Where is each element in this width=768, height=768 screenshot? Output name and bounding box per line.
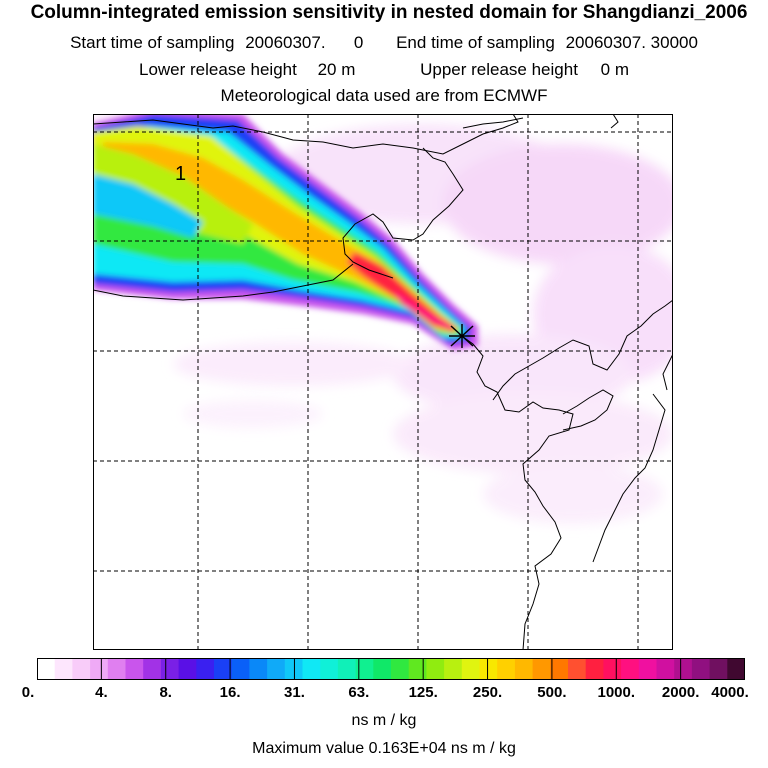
end-time-label: End time of sampling <box>396 33 555 52</box>
color-scale-bar <box>37 658 745 680</box>
lat-lon-grid <box>93 114 673 650</box>
color-scale-cell <box>160 658 180 680</box>
color-scale-cell <box>143 658 162 680</box>
color-scale-cell <box>426 658 445 680</box>
color-scale-cells <box>37 658 745 680</box>
color-scale-tick-label: 4000. <box>711 684 749 701</box>
color-scale-cell <box>214 658 233 680</box>
color-scale-ticks <box>100 658 682 680</box>
receptor-marker-icon <box>449 324 475 348</box>
color-scale-tick-label: 2000. <box>661 684 700 701</box>
color-scale-cell <box>408 658 427 680</box>
units-label: ns m / kg <box>351 712 417 729</box>
color-scale-cell <box>196 658 215 680</box>
emission-plume <box>93 114 478 350</box>
color-scale-cell <box>373 658 392 680</box>
color-scale-cell <box>532 658 551 680</box>
color-scale-cell <box>461 658 480 680</box>
release-height-line: Lower release height 20 m Upper release … <box>0 60 768 80</box>
color-scale-cell <box>621 658 640 680</box>
contour-label: 1 <box>175 163 186 185</box>
color-scale-cell <box>267 658 286 680</box>
color-scale-cell <box>90 658 109 680</box>
color-scale-cell <box>72 658 91 680</box>
plume-level-orange <box>103 142 457 332</box>
plume-level-yellow-inner <box>93 144 253 244</box>
color-scale-cell <box>674 658 693 680</box>
color-scale-cell <box>514 658 534 680</box>
color-scale-cell <box>603 658 622 680</box>
plume-level-cyan-inner <box>93 174 203 238</box>
color-scale-cell <box>585 658 604 680</box>
start-time-value: 20060307. 0 <box>245 33 364 52</box>
lower-release-value: 20 m <box>317 60 356 79</box>
color-scale-tick-label: 250. <box>472 684 503 701</box>
color-scale-tick-label: 500. <box>537 684 567 701</box>
color-scale-cell <box>550 658 569 680</box>
color-scale-cell <box>37 658 56 680</box>
color-scale-cell <box>337 658 357 680</box>
color-scale-cell <box>691 658 711 680</box>
color-scale-cell <box>284 658 303 680</box>
color-scale-cell <box>231 658 250 680</box>
color-scale-cell <box>391 658 410 680</box>
color-scale-cell <box>568 658 587 680</box>
color-scale-cell <box>178 658 197 680</box>
color-scale-tick-label: 4. <box>95 684 108 701</box>
color-scale-tick-label: 16. <box>219 684 241 701</box>
sampling-times-line: Start time of sampling 20060307. 0 End t… <box>0 33 768 53</box>
map-canvas: 1 <box>93 114 673 650</box>
color-scale-cell <box>249 658 268 680</box>
color-scale-tick-label: 8. <box>159 684 172 701</box>
start-time-label: Start time of sampling <box>70 33 235 52</box>
color-scale-cell <box>320 658 339 680</box>
color-scale-cell <box>54 658 73 680</box>
end-time-value: 20060307. 30000 <box>565 33 698 52</box>
color-scale-cell <box>125 658 144 680</box>
color-scale-tick-label: 125. <box>408 684 438 701</box>
color-scale-cell <box>444 658 463 680</box>
color-scale-cell <box>302 658 321 680</box>
color-scale-tick-label: 1000. <box>597 684 636 701</box>
color-scale-cell <box>709 658 728 680</box>
color-scale-cell <box>656 658 675 680</box>
color-scale-cell <box>355 658 374 680</box>
color-scale-cell <box>107 658 126 680</box>
plume-level-magenta <box>393 290 455 330</box>
lower-release-label: Lower release height <box>139 60 297 79</box>
plot-title: Column-integrated emission sensitivity i… <box>30 2 748 23</box>
color-scale-tick-label: 0. <box>21 684 35 701</box>
upper-release-value: 0 m <box>600 60 629 79</box>
color-scale-cell <box>479 658 498 680</box>
color-scale-tick-label: 63. <box>348 684 370 701</box>
color-scale-cell <box>727 658 745 680</box>
color-scale-frame <box>37 658 745 680</box>
color-scale-tick-label: 31. <box>284 684 305 701</box>
color-scale-cell <box>497 658 516 680</box>
upper-release-label: Upper release height <box>420 60 578 79</box>
map-frame <box>93 114 673 650</box>
maximum-value-label: Maximum value 0.163E+04 ns m / kg <box>252 740 516 757</box>
coastlines <box>93 114 673 650</box>
color-scale-cell <box>638 658 657 680</box>
met-data-line: Meteorological data used are from ECMWF <box>220 86 548 105</box>
emission-sensitivity-map: 1 <box>93 114 673 650</box>
